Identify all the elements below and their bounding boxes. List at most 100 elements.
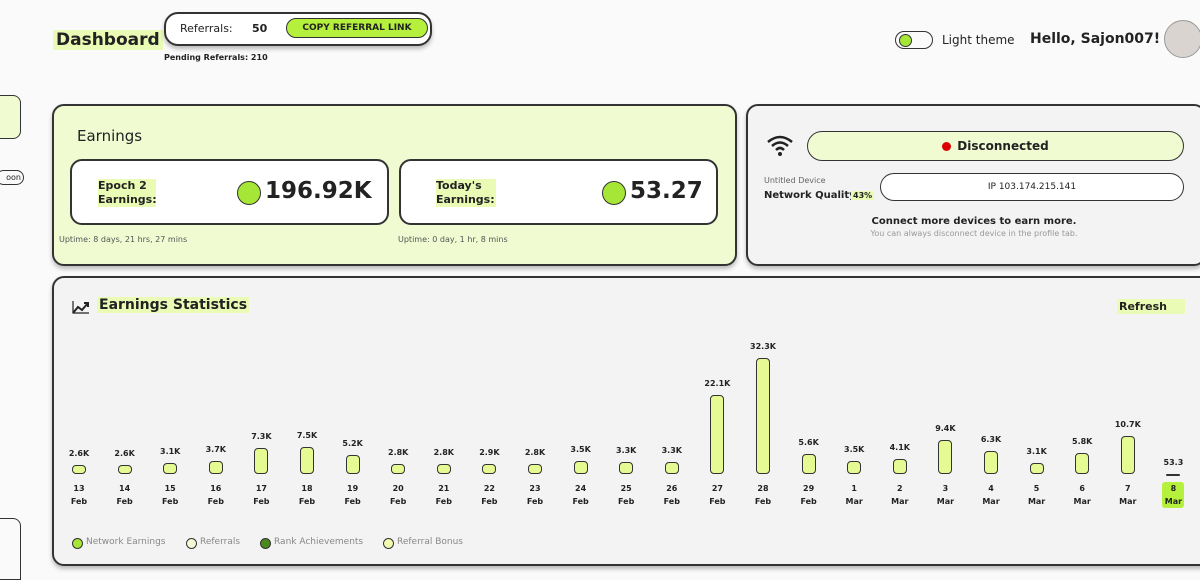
bar xyxy=(892,459,907,474)
bar xyxy=(391,463,406,474)
value-label: 2.8K xyxy=(388,447,409,457)
value-label: 3.3K xyxy=(661,446,682,456)
bar xyxy=(300,447,314,474)
bar xyxy=(482,463,497,474)
value-label: 3.5K xyxy=(844,445,865,455)
epoch-value: 196.92K xyxy=(265,178,372,204)
x-tick-label: 4 Mar xyxy=(982,484,1000,506)
bar xyxy=(208,460,223,474)
x-tick-label: 16 Feb xyxy=(207,484,224,506)
today-box: Today's Earnings: 53.27 xyxy=(399,159,718,225)
value-label: 53.3 xyxy=(1163,457,1184,467)
x-tick-label: 13 Feb xyxy=(70,484,88,506)
bar xyxy=(938,440,953,474)
leaf-icon xyxy=(237,181,261,205)
statistics-card: Earnings Statistics Refresh 2.6K 13 Feb 2.… xyxy=(52,276,1200,566)
status-pill: Disconnected xyxy=(807,131,1184,161)
referrals-label: Referrals: xyxy=(180,22,233,35)
today-value: 53.27 xyxy=(630,178,703,204)
quality-value: 43% xyxy=(851,191,875,200)
sidebar-label[interactable]: oon xyxy=(0,170,24,185)
x-tick-label: 27 Feb xyxy=(709,484,726,506)
value-label: 9.4K xyxy=(935,424,956,434)
legend-swatch xyxy=(72,538,83,549)
copy-button[interactable]: COPY REFERRAL LINK xyxy=(286,18,428,38)
today-label: Today's Earnings: xyxy=(436,179,496,207)
legend-label[interactable]: Referral Bonus xyxy=(397,537,463,547)
theme-toggle[interactable] xyxy=(895,31,933,49)
legend-label[interactable]: Network Earnings xyxy=(86,537,166,547)
bar xyxy=(619,462,634,474)
bar xyxy=(72,464,86,474)
earnings-card: Earnings Epoch 2 Earnings: 196.92K Uptim… xyxy=(52,104,737,266)
value-label: 6.3K xyxy=(980,435,1002,445)
leaf-icon xyxy=(602,181,626,205)
value-label: 2.8K xyxy=(433,447,454,457)
x-tick-label: 20 Feb xyxy=(390,484,407,506)
page-title: Dashboard xyxy=(53,30,163,50)
x-tick-label: 28 Feb xyxy=(754,484,772,506)
value-label: 3.1K xyxy=(160,446,181,456)
value-label: 5.2K xyxy=(342,439,363,449)
value-label: 7.3K xyxy=(251,431,272,441)
subhint: You can always disconnect device in the … xyxy=(870,229,1078,238)
value-label: 3.7K xyxy=(205,444,226,454)
bar xyxy=(1166,473,1181,476)
bar xyxy=(254,447,269,474)
bar xyxy=(710,394,725,474)
legend-swatch xyxy=(186,538,197,549)
value-label: 5.8K xyxy=(1072,437,1093,447)
value-label: 2.6K xyxy=(68,448,90,458)
bar xyxy=(528,463,542,474)
bar xyxy=(573,461,588,474)
legend-label[interactable]: Referrals xyxy=(200,537,241,547)
legend-label[interactable]: Rank Achievements xyxy=(274,537,364,547)
bar xyxy=(1120,435,1135,474)
x-tick-label: 3 Mar xyxy=(936,484,955,506)
bar xyxy=(117,464,132,474)
bar xyxy=(984,451,998,474)
sidebar-item[interactable] xyxy=(0,95,21,139)
bar xyxy=(163,462,178,474)
bar xyxy=(801,453,816,474)
x-tick-label: 7 Mar xyxy=(1119,484,1137,506)
pending-referrals: Pending Referrals: 210 xyxy=(164,53,268,62)
value-label: 10.7K xyxy=(1114,419,1141,429)
refresh-button[interactable]: Refresh xyxy=(1117,299,1185,314)
x-tick-label: 29 Feb xyxy=(800,484,817,506)
referrals-count: 50 xyxy=(252,22,268,35)
value-label: 32.3K xyxy=(750,342,776,351)
x-tick-label: 23 Feb xyxy=(526,484,544,506)
value-label: 7.5K xyxy=(296,431,318,441)
x-tick-label: 8 Mar xyxy=(1162,482,1185,508)
wifi-icon xyxy=(767,135,793,156)
device-name: Untitled Device xyxy=(764,176,826,185)
value-label: 3.1K xyxy=(1026,446,1047,456)
x-tick-label: 2 Mar xyxy=(891,484,909,506)
legend-swatch xyxy=(260,538,271,549)
epoch-label: Epoch 2 Earnings: xyxy=(98,179,157,207)
value-label: 3.5K xyxy=(570,445,591,455)
x-tick-label: 21 Feb xyxy=(435,484,452,506)
x-tick-label: 5 Mar xyxy=(1027,484,1046,506)
bar xyxy=(847,461,862,474)
x-tick-label: 24 Feb xyxy=(572,484,589,506)
x-tick-label: 6 Mar xyxy=(1073,484,1091,506)
avatar[interactable] xyxy=(1164,20,1200,58)
value-label: 4.1K xyxy=(889,443,910,453)
x-tick-label: 15 Feb xyxy=(162,484,179,506)
legend-swatch xyxy=(383,538,394,549)
referral-box: Referrals: 50 COPY REFERRAL LINK xyxy=(164,12,432,46)
value-label: 5.6K xyxy=(798,437,819,447)
bar xyxy=(345,455,360,474)
x-tick-label: 17 Feb xyxy=(253,484,270,506)
value-label: 2.9K xyxy=(479,447,500,457)
value-label: 3.3K xyxy=(616,446,637,456)
x-tick-label: 26 Feb xyxy=(663,484,680,506)
x-tick-label: 25 Feb xyxy=(618,484,635,506)
value-label: 2.6K xyxy=(114,448,135,458)
x-tick-label: 22 Feb xyxy=(481,484,498,506)
epoch-uptime: Uptime: 8 days, 21 hrs, 27 mins xyxy=(59,235,188,244)
x-tick-label: 19 Feb xyxy=(344,484,361,506)
